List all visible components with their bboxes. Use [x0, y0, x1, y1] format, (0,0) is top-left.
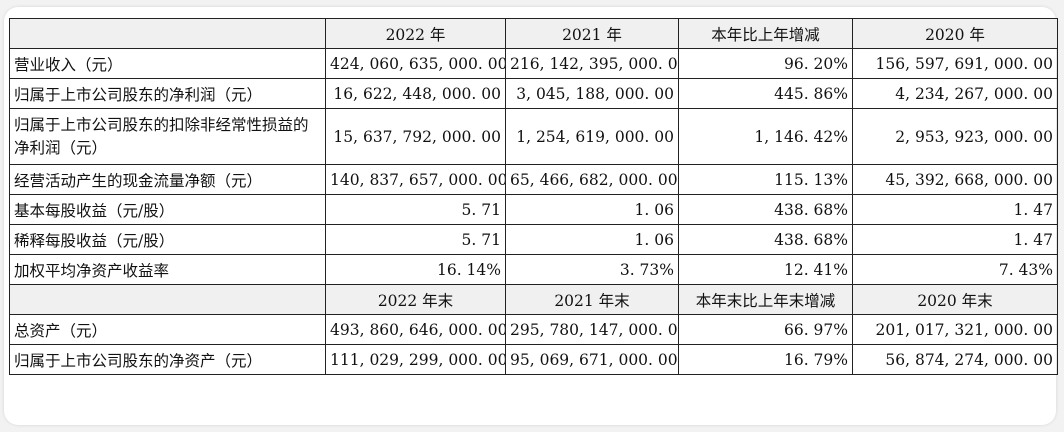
- subheader-cell-change: 本年末比上年末增减: [678, 284, 853, 315]
- table-row: 加权平均净资产收益率 16. 14% 3. 73% 12. 41% 7. 43%: [9, 254, 1058, 285]
- row-label: 归属于上市公司股东的扣除非经常性损益的净利润（元）: [9, 108, 326, 165]
- cell-value: 1. 47: [852, 194, 1058, 225]
- financial-summary-table: 2022 年 2021 年 本年比上年增减 2020 年 营业收入（元） 424…: [9, 18, 1058, 375]
- cell-value: 15, 637, 792, 000. 00: [325, 108, 506, 165]
- header-cell-2021: 2021 年: [505, 18, 679, 49]
- cell-value: 438. 68%: [678, 194, 853, 225]
- row-label: 归属于上市公司股东的净资产（元）: [9, 344, 326, 375]
- cell-value: 16. 79%: [678, 344, 853, 375]
- row-label: 归属于上市公司股东的净利润（元）: [9, 78, 326, 109]
- cell-value: 66. 97%: [678, 314, 853, 345]
- header-blank-cell: [9, 18, 326, 49]
- cell-value: 295, 780, 147, 000. 00: [505, 314, 679, 345]
- table-row: 基本每股收益（元/股） 5. 71 1. 06 438. 68% 1. 47: [9, 194, 1058, 225]
- cell-value: 140, 837, 657, 000. 00: [325, 164, 506, 195]
- cell-value: 56, 874, 274, 000. 00: [852, 344, 1058, 375]
- cell-value: 1. 06: [505, 194, 679, 225]
- header-cell-change: 本年比上年增减: [678, 18, 853, 49]
- cell-value: 493, 860, 646, 000. 00: [325, 314, 506, 345]
- row-label: 经营活动产生的现金流量净额（元）: [9, 164, 326, 195]
- table-row: 总资产（元） 493, 860, 646, 000. 00 295, 780, …: [9, 314, 1058, 345]
- row-label: 加权平均净资产收益率: [9, 254, 326, 285]
- header-cell-2022: 2022 年: [325, 18, 506, 49]
- table-row: 归属于上市公司股东的扣除非经常性损益的净利润（元） 15, 637, 792, …: [9, 108, 1058, 165]
- cell-value: 65, 466, 682, 000. 00: [505, 164, 679, 195]
- table-subheader-row: 2022 年末 2021 年末 本年末比上年末增减 2020 年末: [9, 284, 1058, 315]
- cell-value: 1. 06: [505, 224, 679, 255]
- cell-value: 3. 73%: [505, 254, 679, 285]
- row-label: 稀释每股收益（元/股）: [9, 224, 326, 255]
- table-row: 归属于上市公司股东的净资产（元） 111, 029, 299, 000. 00 …: [9, 344, 1058, 375]
- subheader-blank-cell: [9, 284, 326, 315]
- cell-value: 45, 392, 668, 000. 00: [852, 164, 1058, 195]
- cell-value: 16, 622, 448, 000. 00: [325, 78, 506, 109]
- table-row: 营业收入（元） 424, 060, 635, 000. 00 216, 142,…: [9, 48, 1058, 79]
- table-row: 归属于上市公司股东的净利润（元） 16, 622, 448, 000. 00 3…: [9, 78, 1058, 109]
- cell-value: 111, 029, 299, 000. 00: [325, 344, 506, 375]
- subheader-cell-2020-end: 2020 年末: [852, 284, 1058, 315]
- cell-value: 95, 069, 671, 000. 00: [505, 344, 679, 375]
- cell-value: 201, 017, 321, 000. 00: [852, 314, 1058, 345]
- cell-value: 115. 13%: [678, 164, 853, 195]
- cell-value: 438. 68%: [678, 224, 853, 255]
- row-label: 基本每股收益（元/股）: [9, 194, 326, 225]
- cell-value: 1, 254, 619, 000. 00: [505, 108, 679, 165]
- header-cell-2020: 2020 年: [852, 18, 1058, 49]
- cell-value: 216, 142, 395, 000. 00: [505, 48, 679, 79]
- table-header-row: 2022 年 2021 年 本年比上年增减 2020 年: [9, 18, 1058, 49]
- subheader-cell-2022-end: 2022 年末: [325, 284, 506, 315]
- cell-value: 445. 86%: [678, 78, 853, 109]
- cell-value: 1, 146. 42%: [678, 108, 853, 165]
- cell-value: 5. 71: [325, 224, 506, 255]
- cell-value: 2, 953, 923, 000. 00: [852, 108, 1058, 165]
- cell-value: 5. 71: [325, 194, 506, 225]
- cell-value: 12. 41%: [678, 254, 853, 285]
- row-label: 营业收入（元）: [9, 48, 326, 79]
- cell-value: 96. 20%: [678, 48, 853, 79]
- cell-value: 4, 234, 267, 000. 00: [852, 78, 1058, 109]
- cell-value: 16. 14%: [325, 254, 506, 285]
- table-row: 稀释每股收益（元/股） 5. 71 1. 06 438. 68% 1. 47: [9, 224, 1058, 255]
- cell-value: 156, 597, 691, 000. 00: [852, 48, 1058, 79]
- table-card: 2022 年 2021 年 本年比上年增减 2020 年 营业收入（元） 424…: [4, 7, 1058, 425]
- table-row: 经营活动产生的现金流量净额（元） 140, 837, 657, 000. 00 …: [9, 164, 1058, 195]
- cell-value: 424, 060, 635, 000. 00: [325, 48, 506, 79]
- subheader-cell-2021-end: 2021 年末: [505, 284, 679, 315]
- cell-value: 3, 045, 188, 000. 00: [505, 78, 679, 109]
- cell-value: 7. 43%: [852, 254, 1058, 285]
- row-label: 总资产（元）: [9, 314, 326, 345]
- cell-value: 1. 47: [852, 224, 1058, 255]
